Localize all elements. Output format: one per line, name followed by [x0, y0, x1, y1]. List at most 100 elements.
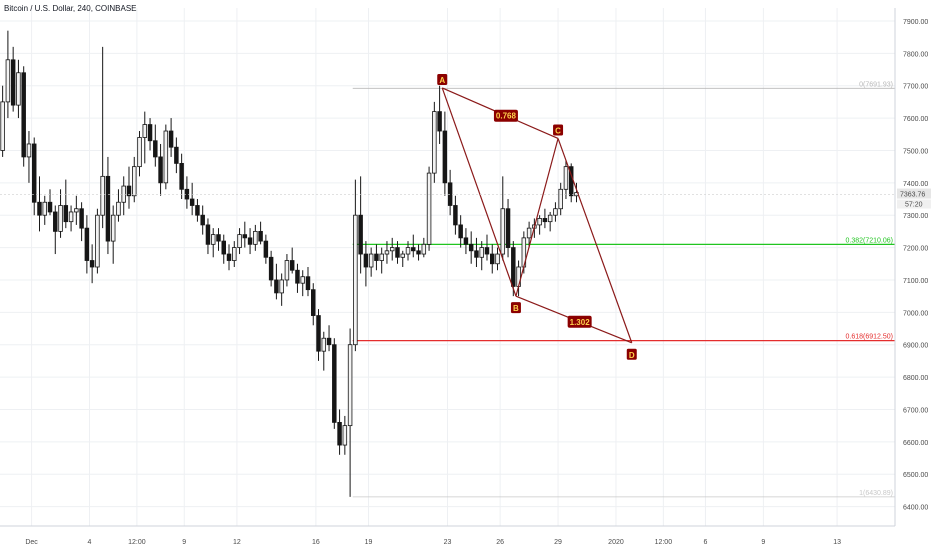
time-axis[interactable]: Dec 4 12:00 9 12 16 19 23 26 29 2020 12:00 6 9 13	[0, 525, 895, 546]
price-tick-label: 6800.00	[903, 375, 928, 382]
grid	[0, 8, 895, 526]
candle-body	[490, 253, 495, 265]
candle-body	[200, 214, 205, 226]
candle-body	[121, 185, 126, 203]
candle-body	[295, 269, 300, 284]
candle-body	[168, 130, 174, 148]
price-tick-label: 7300.00	[903, 213, 928, 220]
candle-body	[179, 162, 184, 190]
ratio-label: 0.768	[496, 112, 517, 121]
candle-body	[126, 185, 132, 197]
candle-body	[405, 247, 411, 255]
candle-body	[53, 211, 58, 232]
candle-body	[63, 205, 69, 223]
candle-body	[547, 214, 553, 223]
candle-body	[153, 140, 158, 158]
price-axis[interactable]: 6400.00 6500.00 6600.00 6700.00 6800.00 6900.…	[0, 8, 931, 526]
candle-body	[158, 156, 163, 184]
candle-timer: 57:20	[905, 202, 923, 209]
pattern-point-badge	[510, 302, 521, 314]
price-tick-label: 6400.00	[903, 505, 928, 512]
candle-body	[347, 344, 353, 427]
ratio-badge	[567, 315, 592, 328]
candle-body	[47, 201, 53, 213]
pattern-point-badge	[626, 348, 637, 360]
candle-body	[95, 214, 100, 268]
time-tick-label: 12:00	[128, 539, 146, 546]
time-tick-label: 29	[554, 539, 562, 546]
candle-body	[174, 146, 179, 164]
candle-body	[189, 198, 195, 206]
pattern-point-badge	[553, 124, 564, 136]
harmonic-pattern[interactable]: A B C D 0.768 1.302	[437, 73, 637, 360]
candle-body	[432, 111, 437, 174]
timer-box	[897, 199, 931, 209]
candle-body	[437, 111, 442, 132]
price-tick-label: 7000.00	[903, 310, 928, 317]
price-tick-label: 7700.00	[903, 84, 928, 91]
candle-body	[74, 208, 79, 213]
candle-body	[216, 234, 221, 242]
candle-body	[242, 234, 248, 239]
candle-body	[0, 101, 5, 151]
candle-body	[116, 201, 121, 216]
candle-body	[395, 247, 400, 258]
candle-body	[300, 276, 305, 284]
candle-body	[426, 172, 432, 245]
time-tick-label: 26	[496, 539, 504, 546]
candle-body	[31, 143, 37, 203]
candle-body	[358, 214, 363, 255]
candle-body	[353, 214, 358, 346]
fib-level-label: 0.618(6912.50)	[846, 334, 893, 341]
candle-body	[16, 72, 21, 106]
candle-body	[268, 256, 274, 281]
candle-body	[411, 247, 416, 252]
price-tick-label: 7400.00	[903, 181, 928, 188]
candle-body	[132, 166, 137, 197]
candle-body	[463, 237, 469, 245]
candle-body	[442, 130, 448, 184]
price-tick-label: 6700.00	[903, 407, 928, 414]
candle-body	[558, 188, 563, 210]
fib-level-label: 0.382(7210.06)	[846, 237, 893, 244]
candle-body	[379, 253, 384, 261]
price-tick-label: 7900.00	[903, 19, 928, 26]
candle-body	[210, 234, 216, 245]
fib-level-label: 1(6430.89)	[859, 490, 893, 497]
candle-body	[79, 208, 84, 229]
candle-body	[311, 289, 316, 316]
price-tick-label: 7600.00	[903, 116, 928, 123]
candle-body	[526, 227, 532, 239]
ratio-badge	[493, 109, 518, 122]
candle-body	[537, 218, 542, 226]
candle-body	[400, 253, 405, 258]
candle-body	[58, 205, 63, 232]
candle-body	[305, 276, 311, 291]
time-tick-label: 23	[444, 539, 452, 546]
time-tick-label: 19	[365, 539, 373, 546]
candle-body	[284, 260, 290, 281]
candle-body	[5, 59, 11, 103]
ratio-label: 1.302	[570, 318, 591, 327]
price-tick-label: 6500.00	[903, 472, 928, 479]
pattern-point-badge	[437, 73, 448, 85]
candles	[0, 30, 579, 497]
candle-body	[316, 315, 321, 352]
candle-body	[389, 247, 395, 252]
candle-body	[274, 279, 279, 294]
candle-body	[263, 240, 269, 258]
price-tick-label: 6600.00	[903, 440, 928, 447]
candle-body	[258, 230, 263, 242]
candle-body	[326, 337, 332, 346]
candle-body	[363, 253, 369, 268]
candle-body	[247, 237, 253, 245]
time-tick-label: Dec	[25, 539, 38, 546]
candle-body	[10, 59, 16, 106]
candle-body	[421, 243, 427, 255]
candle-body	[495, 253, 500, 265]
time-tick-label: 12:00	[655, 539, 673, 546]
candle-body	[505, 208, 511, 248]
candle-body	[221, 240, 226, 255]
